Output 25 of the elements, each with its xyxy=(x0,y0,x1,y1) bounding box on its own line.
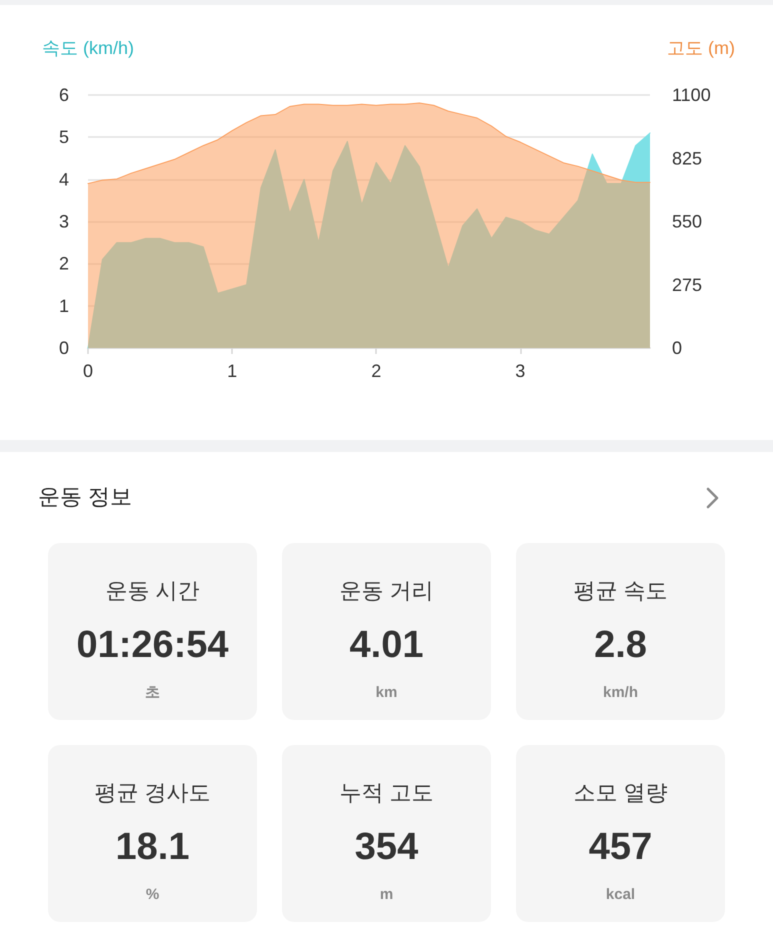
y-tick-label: 5 xyxy=(58,127,69,148)
y2-tick-label: 275 xyxy=(672,274,702,295)
y-tick-label: 3 xyxy=(58,212,69,232)
y-tick-label: 1 xyxy=(58,296,69,316)
y-axis-title: 속도 (km/h) xyxy=(42,38,134,58)
y-tick-label: 6 xyxy=(58,85,69,105)
stat-card: 운동 시간 01:26:54 초 xyxy=(48,543,257,720)
x-tick-label: 0 xyxy=(82,361,94,381)
text: 운동 정보 xyxy=(38,483,132,511)
y2-tick-label: 1100 xyxy=(672,85,711,105)
y2-tick-label: 550 xyxy=(672,212,702,232)
stat-card: 평균 속도 2.8 km/h xyxy=(516,543,725,720)
stat-card: 누적 고도 354 m xyxy=(282,745,491,922)
y-tick-label: 2 xyxy=(58,254,69,274)
y2-tick-label: 0 xyxy=(672,338,682,358)
stat-card: 소모 열량 457 kcal xyxy=(516,745,725,922)
stat-card: 운동 거리 4.01 km xyxy=(282,543,491,720)
y2-axis-title: 고도 (m) xyxy=(667,38,735,58)
y-tick-label: 4 xyxy=(58,169,69,190)
y2-tick-label: 825 xyxy=(672,148,702,168)
x-tick-label: 2 xyxy=(371,361,382,381)
stat-card: 평균 경사도 18.1 % xyxy=(48,745,257,922)
x-tick-label: 1 xyxy=(227,361,238,381)
x-tick-label: 3 xyxy=(515,361,526,381)
y-tick-label: 0 xyxy=(58,338,69,358)
